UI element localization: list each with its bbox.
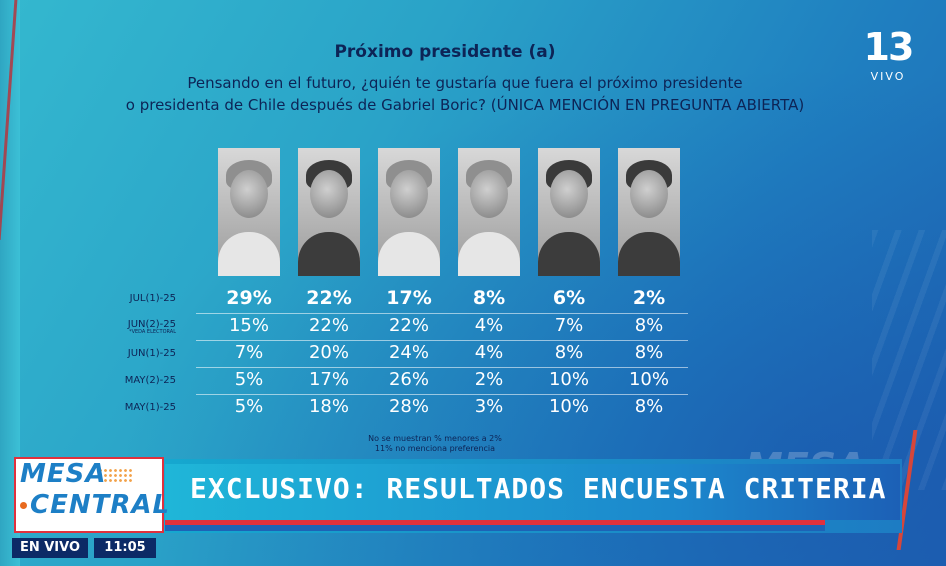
- row-divider: [196, 367, 688, 368]
- table-cell: 4%: [474, 315, 504, 336]
- channel-logo: 13 VIVO: [858, 26, 918, 83]
- row-label: MAY(1)-25: [124, 402, 176, 413]
- table-cell: 3%: [474, 396, 504, 417]
- table-cell: 22%: [388, 315, 429, 336]
- table-cell: 26%: [388, 369, 429, 390]
- table-cell: 10%: [548, 396, 589, 417]
- table-cell: 4%: [474, 342, 504, 363]
- table-cell: 22%: [308, 315, 349, 336]
- poll-question-line1: Pensando en el futuro, ¿quién te gustarí…: [187, 74, 743, 92]
- ticker-blue-stripe: [165, 525, 825, 531]
- table-cell: 10%: [628, 369, 669, 390]
- candidate-photo-4: [458, 148, 520, 276]
- table-cell: 18%: [308, 396, 349, 417]
- channel-live-label: VIVO: [870, 70, 906, 83]
- table-cell: 17%: [386, 287, 432, 309]
- table-cell: 7%: [554, 315, 584, 336]
- show-logo-line2: CENTRAL: [30, 490, 171, 520]
- show-logo-box: [14, 457, 164, 533]
- row-label: JUL(1)-25: [129, 293, 176, 304]
- live-badge: EN VIVO: [12, 538, 88, 558]
- table-cell: 8%: [472, 287, 506, 309]
- poll-question: Pensando en el futuro, ¿quién te gustarí…: [0, 72, 930, 116]
- table-cell: 6%: [552, 287, 586, 309]
- channel-number: 13: [863, 25, 915, 69]
- table-cell: 2%: [632, 287, 666, 309]
- row-label-note: *VEDA ELECTORAL: [129, 329, 176, 335]
- table-cell: 7%: [234, 342, 264, 363]
- show-logo-dots: [98, 468, 134, 482]
- table-cell: 29%: [226, 287, 272, 309]
- show-logo-line1: MESA: [20, 459, 107, 489]
- clock: 11:05: [94, 538, 156, 558]
- table-cell: 8%: [634, 315, 664, 336]
- candidate-photo-5: [538, 148, 600, 276]
- candidate-photo-6: [618, 148, 680, 276]
- row-label-text: JUN(2)-25: [127, 319, 176, 330]
- table-cell: 22%: [306, 287, 352, 309]
- row-label: MAY(2)-25: [124, 375, 176, 386]
- table-cell: 20%: [308, 342, 349, 363]
- show-logo-dot-icon: [20, 502, 27, 509]
- table-cell: 5%: [234, 396, 264, 417]
- table-cell: 17%: [308, 369, 349, 390]
- row-divider: [196, 340, 688, 341]
- poll-question-line2: o presidenta de Chile después de Gabriel…: [125, 96, 805, 114]
- table-cell: 2%: [474, 369, 504, 390]
- background-stripes: [872, 230, 946, 490]
- ticker-bar: [165, 464, 900, 520]
- candidate-photo-1: [218, 148, 280, 276]
- row-divider: [196, 394, 688, 395]
- poll-title: Próximo presidente (a): [334, 42, 556, 62]
- row-divider: [196, 313, 688, 314]
- table-cell: 5%: [234, 369, 264, 390]
- table-cell: 15%: [228, 315, 269, 336]
- row-label: JUN(2)-25 *VEDA ELECTORAL: [96, 319, 176, 335]
- background-red-accent: [0, 0, 18, 240]
- candidate-photo-2: [298, 148, 360, 276]
- table-cell: 8%: [634, 396, 664, 417]
- table-cell: 8%: [554, 342, 584, 363]
- table-cell: 8%: [634, 342, 664, 363]
- table-cell: 28%: [388, 396, 429, 417]
- row-label: JUN(1)-25: [127, 348, 176, 359]
- table-cell: 10%: [548, 369, 589, 390]
- table-cell: 24%: [388, 342, 429, 363]
- footnote-line1: No se muestran % menores a 2%: [368, 434, 502, 443]
- footnote-line2: 11% no menciona preferencia: [374, 444, 496, 453]
- ticker-headline: EXCLUSIVO: RESULTADOS ENCUESTA CRITERIA: [190, 472, 887, 505]
- ticker-red-stripe: [165, 520, 825, 525]
- candidate-photo-3: [378, 148, 440, 276]
